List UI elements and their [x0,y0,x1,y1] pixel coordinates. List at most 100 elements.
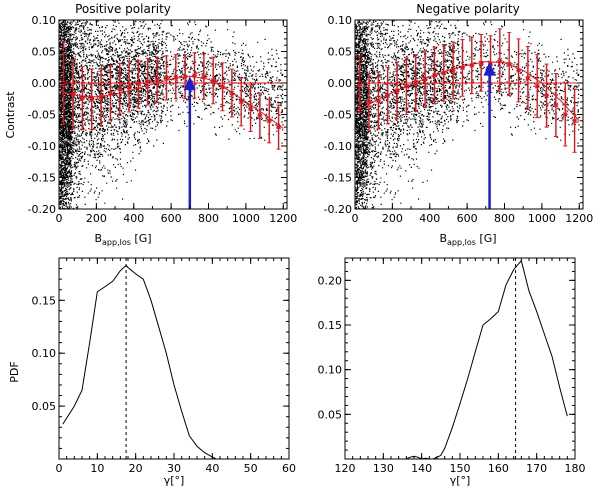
scatter-panel-positive: Positive polarity Contrast Bapp,los [G] … [4,2,297,247]
mean-marker [79,95,85,101]
x-tick-label: 0 [56,462,63,475]
y-tick-label: -0.15 [28,172,56,185]
y-tick-label: 0.05 [32,400,57,413]
y-tick-label: 0.10 [32,347,57,360]
y-tick-label: 0.00 [328,77,353,90]
y-tick-label: 0.10 [318,364,343,377]
y-axis-label: PDF [8,361,21,382]
mean-marker [385,93,391,99]
plot-frame [354,19,584,210]
scatter-panel-negative: Negative polarity Bapp,los [G] 0 200 400 60… [324,2,594,247]
y-tick-label: 0.15 [318,319,343,332]
x-tick-label: 1200 [565,212,593,225]
x-tick-label: 10 [90,462,104,475]
mean-marker [145,79,151,85]
mean-marker [191,72,197,78]
mean-marker [469,62,475,68]
mean-marker [413,80,419,86]
arrow-head [483,61,496,76]
y-tick-label: 0.15 [32,294,57,307]
x-tick-label: 600 [161,212,182,225]
plot-frame [344,257,576,460]
plot-frame [58,19,288,210]
x-tick-label: 0 [56,212,63,225]
mean-marker [366,99,372,105]
x-tick-label: 200 [382,212,403,225]
mean-marker [375,98,381,104]
mean-marker [403,83,409,89]
x-axis-label: Bapp,los [G] [94,232,151,247]
mean-marker [450,67,456,73]
x-tick-label: 130 [373,462,394,475]
x-tick-label: 30 [167,462,181,475]
mean-marker [238,99,244,105]
y-tick-label: -0.20 [324,203,352,216]
mean-marker [126,84,132,90]
mean-marker [70,91,76,97]
mean-marker [441,70,447,76]
y-tick-label: -0.10 [324,140,352,153]
x-axis-label: Bapp,los [G] [439,232,496,247]
y-tick-label: -0.05 [28,109,56,122]
y-tick-label: 0.00 [32,77,57,90]
y-tick-label: -0.05 [324,109,352,122]
x-tick-label: 60 [282,462,296,475]
mean-marker [276,124,282,130]
mean-marker [422,76,428,82]
mean-marker [89,96,95,102]
mean-marker [210,77,216,83]
fit-curve [59,75,284,129]
mean-marker [497,57,503,63]
x-tick-label: 1200 [269,212,297,225]
panel-title: Positive polarity [75,2,171,16]
scatter-point-cloud [59,20,285,209]
mean-marker [525,75,531,81]
y-tick-label: -0.15 [324,172,352,185]
mean-marker [117,86,123,92]
mean-marker [135,81,141,87]
y-tick-label: 0.10 [328,14,353,27]
x-tick-label: 140 [411,462,432,475]
x-tick-label: 1000 [528,212,556,225]
x-tick-label: 200 [86,212,107,225]
mean-marker [107,90,113,96]
x-tick-label: 800 [494,212,515,225]
pdf-curve [62,264,217,460]
arrow-head [183,76,196,91]
mean-marker [544,93,550,99]
mean-marker [553,102,559,108]
mean-marker [516,67,522,73]
plot-frame [58,257,290,460]
mean-marker [394,88,400,94]
y-tick-label: 0.05 [32,46,57,59]
x-tick-label: 150 [450,462,471,475]
mean-marker [173,74,179,80]
y-tick-label: 0.20 [318,274,343,287]
mean-marker [220,84,226,90]
mean-marker [572,118,578,124]
mean-marker [201,74,207,80]
pdf-panel-negative: γ[°] 120 130 140 150 160 170 180 0.05 0.10 0.15 0.… [318,257,586,487]
y-tick-label: -0.20 [28,203,56,216]
pdf-curve [406,259,568,460]
mean-marker [182,74,188,80]
pdf-panel-positive: PDF γ[°] 0 10 20 30 40 50 60 0.05 0.10 0.15 [8,257,296,487]
x-tick-label: 170 [526,462,547,475]
mean-marker [357,81,363,87]
x-axis-label: γ[°] [164,474,185,487]
scatter-point-cloud [355,20,581,209]
x-tick-label: 800 [198,212,219,225]
mean-marker [478,60,484,66]
mean-marker [266,118,272,124]
mean-marker [154,77,160,83]
x-tick-label: 120 [335,462,356,475]
mean-marker [459,65,465,71]
y-tick-label: 0.05 [328,46,353,59]
x-tick-label: 0 [352,212,359,225]
y-tick-label: 0.05 [318,408,343,421]
x-tick-label: 1000 [232,212,260,225]
x-tick-label: 50 [244,462,258,475]
x-tick-label: 600 [457,212,478,225]
mean-marker [506,61,512,67]
